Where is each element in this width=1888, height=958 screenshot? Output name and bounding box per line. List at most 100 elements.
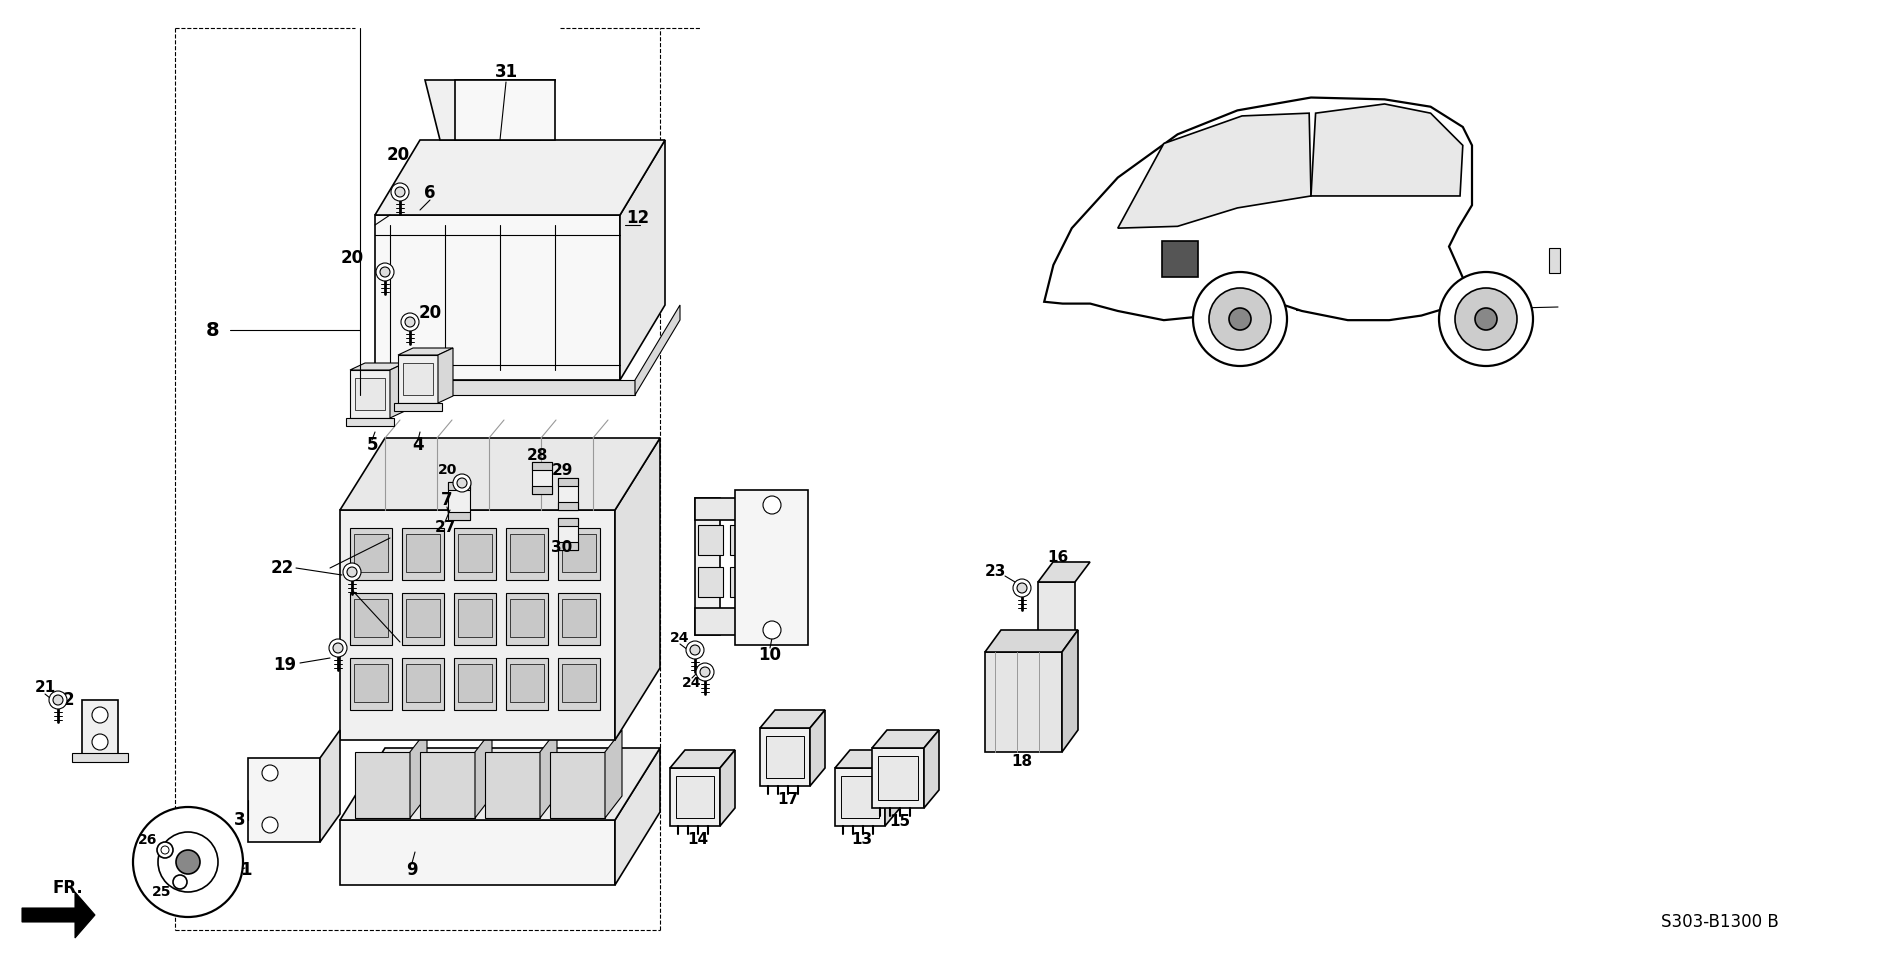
Polygon shape — [376, 215, 619, 380]
Text: 26: 26 — [138, 833, 159, 847]
Polygon shape — [559, 528, 600, 580]
Text: 7: 7 — [442, 491, 453, 509]
Polygon shape — [885, 750, 901, 826]
Text: FR.: FR. — [53, 879, 83, 897]
Bar — [406, 599, 440, 637]
Circle shape — [1475, 308, 1497, 330]
Text: 17: 17 — [778, 792, 799, 808]
Bar — [559, 518, 578, 550]
Polygon shape — [923, 730, 938, 808]
Polygon shape — [506, 658, 548, 710]
Polygon shape — [1044, 98, 1473, 320]
Polygon shape — [153, 862, 176, 890]
Text: 14: 14 — [687, 833, 708, 848]
Text: S303-B1300 B: S303-B1300 B — [1661, 913, 1778, 931]
Text: 28: 28 — [527, 447, 548, 463]
Bar — [447, 482, 470, 520]
Polygon shape — [395, 403, 442, 411]
Circle shape — [391, 183, 410, 201]
Polygon shape — [23, 892, 94, 938]
Polygon shape — [604, 730, 621, 818]
Polygon shape — [476, 730, 493, 818]
Circle shape — [174, 875, 187, 889]
Text: 27: 27 — [434, 520, 455, 536]
Polygon shape — [319, 730, 340, 842]
Circle shape — [160, 846, 170, 854]
Circle shape — [132, 807, 244, 917]
Bar — [406, 664, 440, 702]
Polygon shape — [540, 730, 557, 818]
Polygon shape — [670, 768, 719, 826]
Circle shape — [1456, 288, 1516, 350]
Polygon shape — [1038, 582, 1074, 645]
Bar — [355, 378, 385, 410]
Polygon shape — [615, 438, 661, 740]
Bar — [402, 363, 432, 395]
Text: 9: 9 — [406, 861, 417, 879]
Text: 21: 21 — [34, 680, 55, 696]
Polygon shape — [376, 140, 665, 215]
Text: 30: 30 — [551, 540, 572, 556]
Text: 15: 15 — [889, 814, 910, 830]
Text: 19: 19 — [274, 656, 296, 674]
Polygon shape — [506, 528, 548, 580]
Polygon shape — [619, 140, 665, 380]
Bar — [406, 534, 440, 572]
Polygon shape — [340, 748, 661, 820]
Polygon shape — [761, 728, 810, 786]
Circle shape — [453, 474, 470, 492]
Text: 20: 20 — [387, 146, 410, 164]
Polygon shape — [340, 820, 615, 885]
Polygon shape — [349, 528, 393, 580]
Bar — [532, 462, 551, 470]
Bar — [767, 736, 804, 778]
Circle shape — [176, 850, 200, 874]
Circle shape — [400, 313, 419, 331]
Circle shape — [344, 563, 361, 581]
Polygon shape — [986, 652, 1061, 752]
Text: 29: 29 — [551, 463, 572, 477]
Polygon shape — [398, 355, 438, 403]
Polygon shape — [615, 748, 661, 885]
Polygon shape — [453, 658, 497, 710]
Text: 3: 3 — [234, 811, 245, 829]
Circle shape — [1439, 272, 1533, 366]
Bar — [447, 512, 470, 520]
Circle shape — [53, 695, 62, 705]
Polygon shape — [349, 363, 406, 370]
Polygon shape — [349, 370, 391, 418]
Polygon shape — [549, 752, 604, 818]
Polygon shape — [695, 498, 719, 635]
Polygon shape — [1310, 104, 1463, 196]
Polygon shape — [670, 750, 734, 768]
Bar — [840, 776, 880, 818]
Circle shape — [157, 842, 174, 858]
Bar — [563, 664, 597, 702]
Bar — [532, 486, 551, 494]
Bar — [355, 534, 389, 572]
Polygon shape — [559, 658, 600, 710]
Polygon shape — [247, 758, 319, 842]
Polygon shape — [355, 752, 410, 818]
Text: 24: 24 — [670, 631, 689, 645]
Bar — [355, 664, 389, 702]
Text: 23: 23 — [984, 564, 1006, 580]
Text: 22: 22 — [270, 559, 295, 577]
Polygon shape — [810, 710, 825, 786]
Circle shape — [689, 645, 700, 655]
Polygon shape — [438, 348, 453, 403]
Circle shape — [697, 663, 714, 681]
Bar — [1548, 248, 1559, 273]
Polygon shape — [453, 528, 497, 580]
Polygon shape — [1038, 562, 1089, 582]
Bar — [355, 599, 389, 637]
Circle shape — [1208, 288, 1271, 350]
Polygon shape — [402, 528, 444, 580]
Polygon shape — [734, 490, 808, 645]
Bar — [559, 478, 578, 510]
Text: 4: 4 — [412, 436, 423, 454]
Polygon shape — [361, 380, 634, 395]
Polygon shape — [402, 593, 444, 645]
Circle shape — [395, 187, 406, 197]
Circle shape — [262, 817, 278, 833]
